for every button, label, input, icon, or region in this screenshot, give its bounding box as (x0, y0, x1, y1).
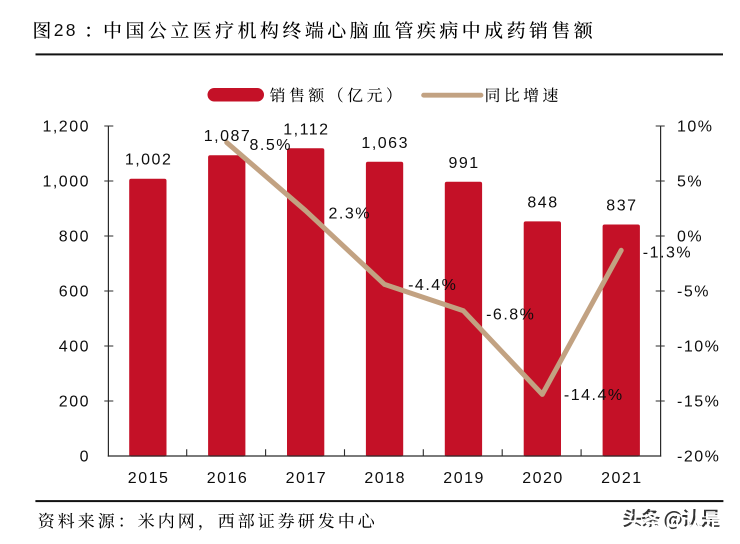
svg-text:400: 400 (59, 339, 90, 356)
svg-text:1,063: 1,063 (361, 135, 409, 152)
svg-text:-1.3%: -1.3% (643, 245, 692, 262)
svg-text:8.5%: 8.5% (250, 137, 292, 154)
svg-text:1,087: 1,087 (204, 128, 252, 145)
svg-text:-15%: -15% (677, 394, 720, 411)
svg-text:10%: 10% (677, 119, 714, 136)
svg-text:800: 800 (59, 229, 90, 246)
svg-text:-14.4%: -14.4% (564, 387, 624, 404)
svg-text:-10%: -10% (677, 339, 720, 356)
svg-text:0: 0 (80, 449, 90, 466)
svg-text:2016: 2016 (207, 470, 249, 487)
svg-text:837: 837 (606, 198, 637, 215)
svg-text:1,002: 1,002 (125, 152, 173, 169)
svg-text:2017: 2017 (286, 470, 328, 487)
svg-text:1,112: 1,112 (283, 121, 329, 138)
svg-text:-20%: -20% (677, 449, 720, 466)
svg-text:2.3%: 2.3% (329, 206, 371, 223)
svg-text:-6.8%: -6.8% (486, 306, 535, 323)
svg-text:2015: 2015 (128, 470, 170, 487)
svg-text:2020: 2020 (522, 470, 564, 487)
svg-text:1,200: 1,200 (42, 119, 90, 136)
svg-text:991: 991 (448, 155, 479, 172)
svg-text:200: 200 (59, 394, 90, 411)
svg-text:600: 600 (59, 284, 90, 301)
svg-text:848: 848 (527, 194, 558, 211)
svg-text:-4.4%: -4.4% (408, 277, 457, 294)
svg-text:5%: 5% (677, 174, 703, 191)
svg-text:2021: 2021 (601, 470, 643, 487)
svg-text:0%: 0% (677, 229, 703, 246)
svg-text:1,000: 1,000 (42, 174, 90, 191)
svg-text:28: 28 (54, 20, 78, 40)
svg-text:2019: 2019 (443, 470, 485, 487)
svg-text:-5%: -5% (677, 284, 710, 301)
svg-text:2018: 2018 (364, 470, 406, 487)
